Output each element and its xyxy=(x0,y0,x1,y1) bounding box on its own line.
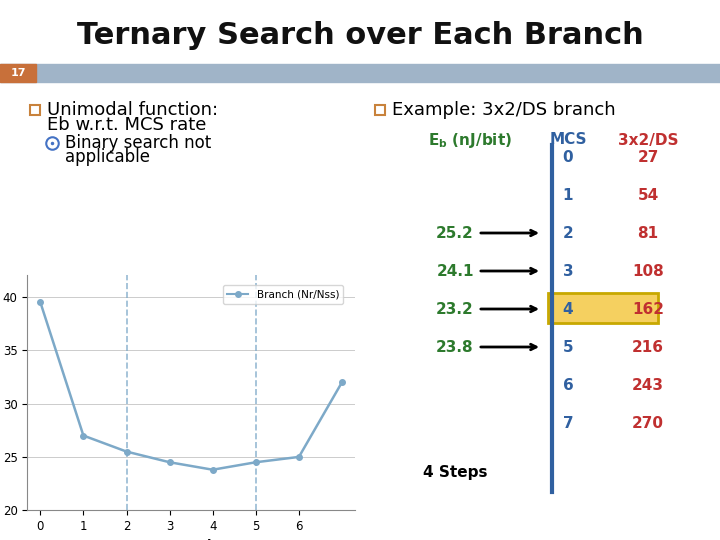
Text: 5: 5 xyxy=(563,340,573,354)
Text: 23.2: 23.2 xyxy=(436,301,474,316)
Text: 108: 108 xyxy=(632,264,664,279)
Text: 3x2/DS: 3x2/DS xyxy=(618,132,678,147)
Text: Example: 3x2/DS branch: Example: 3x2/DS branch xyxy=(392,101,616,119)
Text: Eb w.r.t. MCS rate: Eb w.r.t. MCS rate xyxy=(47,116,207,134)
Text: 162: 162 xyxy=(632,301,664,316)
Text: 25.2: 25.2 xyxy=(436,226,474,240)
Text: 270: 270 xyxy=(632,415,664,430)
Text: 27: 27 xyxy=(637,150,659,165)
Bar xyxy=(548,293,658,323)
Text: 17: 17 xyxy=(10,68,26,78)
Text: 4: 4 xyxy=(563,301,573,316)
Text: 0: 0 xyxy=(563,150,573,165)
Text: Binary search not: Binary search not xyxy=(65,134,211,152)
X-axis label: MCS Index: MCS Index xyxy=(154,538,228,540)
Text: Unimodal function:: Unimodal function: xyxy=(47,101,218,119)
Text: MCS: MCS xyxy=(549,132,587,147)
Text: 3: 3 xyxy=(563,264,573,279)
Text: 2: 2 xyxy=(562,226,573,240)
Text: 243: 243 xyxy=(632,377,664,393)
Text: 6: 6 xyxy=(562,377,573,393)
Legend: Branch (Nr/Nss): Branch (Nr/Nss) xyxy=(223,285,343,303)
Text: applicable: applicable xyxy=(65,148,150,166)
Text: 4 Steps: 4 Steps xyxy=(423,464,487,480)
Text: 7: 7 xyxy=(563,415,573,430)
Bar xyxy=(0,64,36,82)
Text: 81: 81 xyxy=(637,226,659,240)
Text: 54: 54 xyxy=(637,187,659,202)
Text: 24.1: 24.1 xyxy=(436,264,474,279)
Text: Ternary Search over Each Branch: Ternary Search over Each Branch xyxy=(76,21,644,50)
Text: 1: 1 xyxy=(563,187,573,202)
Text: 216: 216 xyxy=(632,340,664,354)
Text: 23.8: 23.8 xyxy=(436,340,474,354)
Bar xyxy=(0,64,720,82)
Bar xyxy=(375,105,385,115)
Text: $\mathbf{E_b}$ (nJ/bit): $\mathbf{E_b}$ (nJ/bit) xyxy=(428,131,512,150)
Bar xyxy=(30,105,40,115)
